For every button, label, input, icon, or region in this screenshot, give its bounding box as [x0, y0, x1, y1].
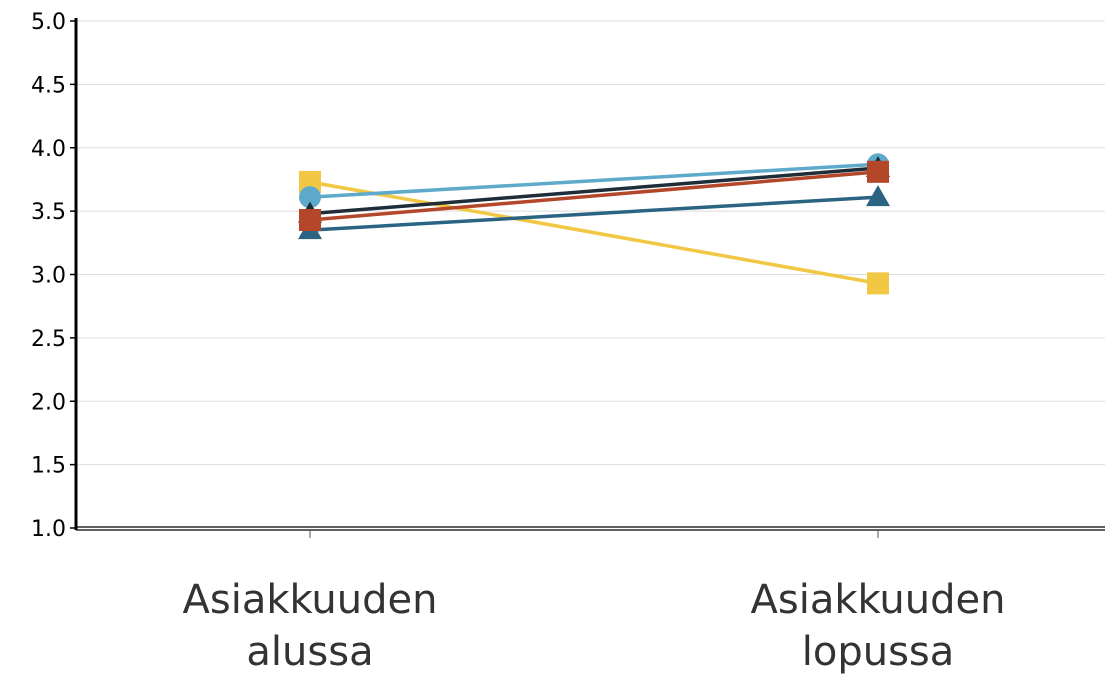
series-1-point-1 [299, 170, 321, 193]
category-label: alussa [246, 629, 373, 675]
y-tick-label: 4.5 [31, 73, 66, 98]
series-line-2 [309, 162, 879, 199]
series-3-point-2 [866, 185, 890, 207]
series-line-5 [309, 170, 879, 222]
y-tick-label: 5.0 [31, 10, 66, 35]
y-tick-labels: 1.0 1.5 2.0 2.5 3.0 3.5 4.0 4.5 5.0 [31, 10, 76, 542]
series-2-point-1 [299, 186, 321, 209]
y-tick-label: 2.5 [31, 327, 66, 352]
series-5-point-2 [867, 160, 889, 183]
y-tick-label: 2.0 [31, 390, 66, 415]
x-tick-marks [309, 530, 879, 538]
category-label: Asiakkuuden [183, 577, 438, 623]
y-tick-label: 1.0 [31, 517, 66, 542]
category-label: lopussa [802, 629, 955, 675]
category-labels: Asiakkuuden alussa Asiakkuuden lopussa [183, 577, 1006, 675]
series-line-4 [309, 166, 879, 216]
series-lines [309, 162, 879, 286]
grid-lines [76, 20, 1105, 466]
y-tick-label: 1.5 [31, 454, 66, 479]
series-line-1 [309, 180, 879, 286]
y-tick-label: 3.0 [31, 264, 66, 289]
series-1-point-2 [867, 272, 889, 295]
series-markers [298, 153, 890, 295]
category-label: Asiakkuuden [751, 577, 1006, 623]
series-line-3 [309, 195, 879, 232]
y-tick-label: 3.5 [31, 200, 66, 225]
series-5-point-1 [299, 208, 321, 231]
y-tick-label: 4.0 [31, 137, 66, 162]
